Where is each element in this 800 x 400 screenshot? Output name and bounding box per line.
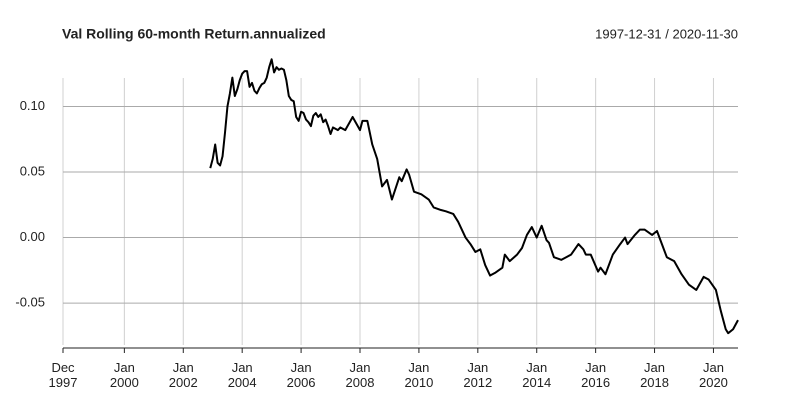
y-tick-label: 0.05 [20,163,45,178]
y-tick-label: 0.00 [20,229,45,244]
x-tick-label: Jan 2000 [109,360,139,390]
x-tick-label: Jan 2004 [227,360,257,390]
y-tick-label: 0.10 [20,98,45,113]
x-tick-label: Jan 2002 [168,360,198,390]
x-tick-label: Jan 2014 [522,360,552,390]
x-tick-label: Jan 2020 [698,360,728,390]
x-tick-label: Jan 2018 [640,360,669,390]
x-tick-label: Dec 1997 [48,360,78,390]
data-line [209,58,739,335]
y-tick-label: -0.05 [15,295,45,310]
x-tick-label: Jan 2008 [345,360,375,390]
x-tick-label: Jan 2010 [404,360,434,390]
x-tick-label: Jan 2016 [581,360,611,390]
chart-title: Val Rolling 60-month Return.annualized [62,26,326,42]
x-tick-label: Jan 2006 [286,360,316,390]
x-tick-label: Jan 2012 [463,360,493,390]
chart-subtitle: 1997-12-31 / 2020-11-30 [595,26,738,41]
